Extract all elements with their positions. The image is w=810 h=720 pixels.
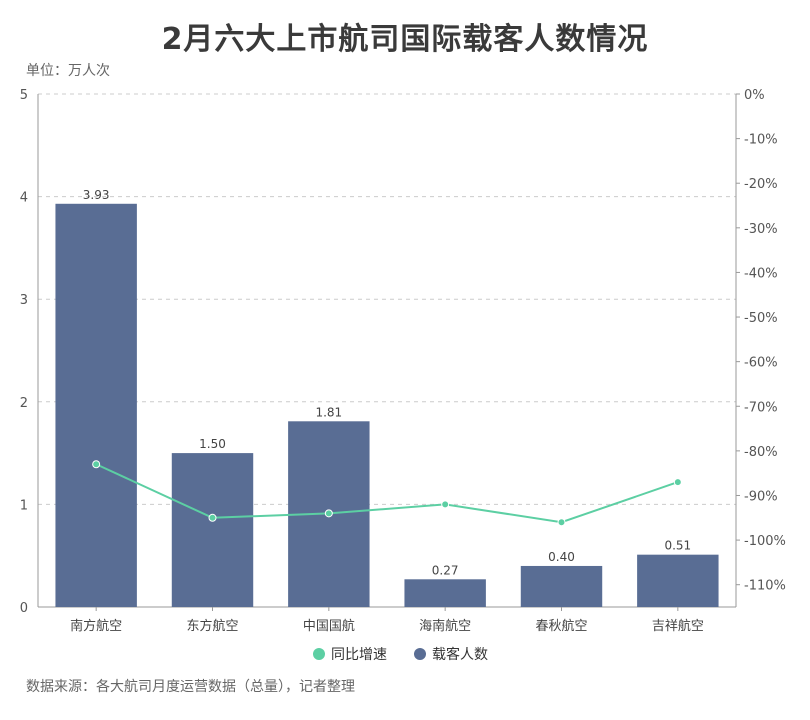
y-left-tick: 1 — [20, 498, 28, 513]
x-category-label: 春秋航空 — [535, 618, 587, 634]
bar — [404, 579, 486, 607]
legend: 同比增速 载客人数 — [313, 646, 488, 663]
y-right-tick: -40% — [744, 266, 778, 281]
unit-label: 单位：万人次 — [26, 63, 110, 79]
y-left-tick: 3 — [20, 293, 28, 308]
growth-point — [324, 509, 333, 518]
y-right-tick: -70% — [744, 400, 778, 415]
y-right-tick: -60% — [744, 356, 778, 371]
y-right-tick: -100% — [744, 534, 786, 549]
growth-point — [441, 500, 450, 509]
y-left-tick: 5 — [20, 88, 28, 103]
y-right-tick: -20% — [744, 177, 778, 192]
bar-value-label: 1.81 — [315, 405, 342, 419]
y-left-tick: 4 — [20, 191, 28, 206]
bar-series: 3.93 1.50 1.81 0.27 0.40 0.51 — [55, 188, 719, 608]
y-right-tick: -90% — [744, 489, 778, 504]
growth-point — [673, 478, 682, 487]
y-right-tick: -80% — [744, 445, 778, 460]
legend-line-label: 同比增速 — [331, 647, 387, 663]
growth-point — [92, 460, 101, 469]
growth-line — [95, 463, 679, 524]
bar-value-label: 3.93 — [83, 188, 110, 202]
bar-value-label: 0.27 — [432, 563, 459, 577]
bar — [637, 554, 719, 607]
y-right-tick: -30% — [744, 222, 778, 237]
bar — [55, 203, 137, 608]
bar — [520, 565, 603, 607]
bar — [171, 453, 254, 607]
y-left-tick: 0 — [20, 601, 28, 616]
bar-value-label: 1.50 — [199, 437, 226, 451]
bar-value-label: 0.51 — [664, 539, 691, 553]
legend-line-marker — [313, 648, 325, 660]
bar-value-label: 0.40 — [548, 550, 575, 564]
y-right-tick: -110% — [744, 579, 786, 594]
y-right-tick: -50% — [744, 311, 778, 326]
legend-bar-label: 载客人数 — [432, 646, 488, 663]
source-note: 数据来源：各大航司月度运营数据（总量），记者整理 — [26, 679, 355, 695]
x-category-label: 吉祥航空 — [652, 618, 704, 634]
legend-bar-marker — [414, 648, 426, 660]
line-series — [92, 460, 682, 527]
x-category-label: 南方航空 — [70, 618, 122, 634]
growth-point — [557, 518, 566, 527]
grid-layer — [38, 93, 736, 505]
axis-layer: 0 1 2 3 4 5 0% -10% -20% -30% -40% -50% -60% -70% -80%… — [20, 88, 786, 634]
x-category-label: 中国国航 — [303, 618, 355, 634]
y-right-tick: -10% — [744, 133, 778, 148]
y-right-tick: 0% — [744, 88, 765, 103]
y-left-tick: 2 — [20, 396, 28, 411]
x-category-label: 海南航空 — [419, 618, 471, 634]
growth-point — [208, 513, 217, 522]
chart-title: 2月六大上市航司国际载客人数情况 — [161, 22, 649, 57]
x-category-label: 东方航空 — [186, 618, 238, 634]
